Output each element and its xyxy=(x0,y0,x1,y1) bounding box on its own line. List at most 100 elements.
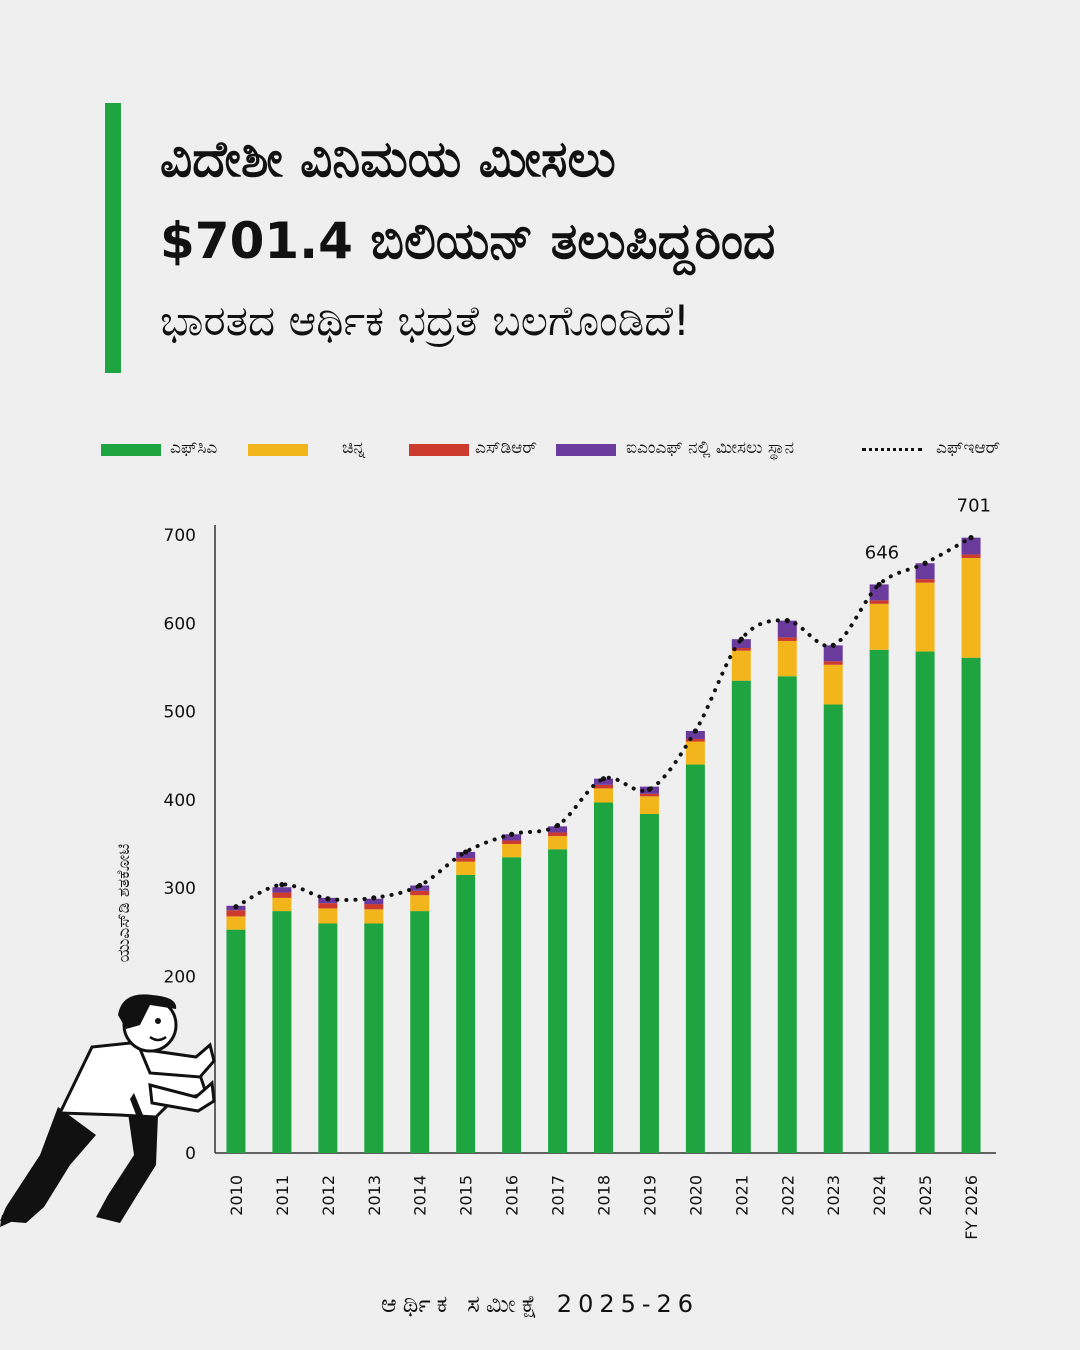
legend-label-gold: ಚಿನ್ನ xyxy=(342,438,366,458)
bar-segment-gold xyxy=(915,582,935,652)
x-tick-label: 2022 xyxy=(778,1175,797,1216)
bar-segment-imf xyxy=(823,645,843,662)
bar-segment-sdr xyxy=(548,832,568,837)
bar-segment-gold xyxy=(639,796,659,814)
fer-point xyxy=(968,535,974,541)
x-tick-label: 2024 xyxy=(870,1175,889,1216)
x-tick-label: 2018 xyxy=(595,1175,614,1216)
bar-segment-gold xyxy=(823,664,843,705)
bar-segment-gold xyxy=(364,909,384,924)
bar-segment-imf xyxy=(272,887,292,893)
bar-segment-fca xyxy=(272,911,292,1153)
fer-point xyxy=(463,849,469,855)
bar-segment-fca xyxy=(226,929,246,1153)
x-tick-label: 2025 xyxy=(916,1175,935,1216)
bar-segment-gold xyxy=(869,603,889,650)
bar-segment-gold xyxy=(961,557,981,658)
bar-segment-sdr xyxy=(410,890,430,896)
bar-segment-fca xyxy=(548,849,568,1153)
title-line-2: $701.4 ಬಿಲಿಯನ್ ತಲುಪಿದ್ದರಿಂದ xyxy=(160,212,776,270)
y-tick-label: 0 xyxy=(185,1144,196,1164)
bar-segment-imf xyxy=(548,826,568,833)
bar-segment-gold xyxy=(594,788,613,803)
bar-segment-imf xyxy=(777,620,797,638)
legend-swatch-imf xyxy=(556,444,616,456)
annotation-label: 701 xyxy=(957,496,991,517)
legend-label-imf: ಐಎಂಎಫ್ ನಲ್ಲಿ ಮೀಸಲು ಸ್ಥಾನ xyxy=(626,438,795,458)
bar-segment-fca xyxy=(639,813,659,1153)
fer-point xyxy=(692,728,698,734)
fer-point xyxy=(279,882,285,888)
accent-bar xyxy=(105,103,121,373)
legend-label-fer: ಎಫ್‌ಇಆರ್ xyxy=(936,438,1001,458)
bar-segment-sdr xyxy=(364,904,384,910)
bar-segment-imf xyxy=(731,639,751,649)
stacked-bars xyxy=(226,537,981,1153)
bar-segment-imf xyxy=(502,834,522,841)
legend-swatch-sdr xyxy=(409,444,469,456)
y-axis-label: ಯುಎಸ್‌ಡಿ ಶತಕೋಟಿ xyxy=(114,844,134,963)
bar-segment-sdr xyxy=(961,554,981,558)
legend-label-sdr: ಎಸ್‌ಡಿಆರ್ xyxy=(475,438,537,458)
x-tick-label: 2023 xyxy=(824,1175,843,1216)
bar-segment-sdr xyxy=(823,661,843,665)
bar-segment-gold xyxy=(226,916,246,930)
fer-point xyxy=(784,618,790,624)
fer-point xyxy=(371,895,377,901)
x-tick-label: 2010 xyxy=(227,1175,246,1216)
bar-segment-gold xyxy=(777,640,797,677)
y-tick-label: 400 xyxy=(164,791,196,811)
x-tick-label: 2016 xyxy=(503,1175,522,1216)
bar-segment-gold xyxy=(410,895,430,912)
bar-segment-imf xyxy=(915,563,935,580)
fer-point xyxy=(922,560,928,566)
bar-segment-sdr xyxy=(594,784,613,789)
y-tick-label: 200 xyxy=(164,967,196,987)
bar-segment-gold xyxy=(731,650,751,681)
x-tick-label: 2011 xyxy=(273,1175,292,1216)
bar-segment-fca xyxy=(823,704,843,1153)
bar-segment-gold xyxy=(318,908,338,924)
bar-segment-fca xyxy=(410,911,430,1153)
title-line-3: ಭಾರತದ ಆರ್ಥಿಕ ಭದ್ರತೆ ಬಲಗೊಂಡಿದೆ! xyxy=(160,296,690,345)
fer-point xyxy=(233,904,239,910)
bar-segment-gold xyxy=(272,897,292,912)
pushing-man-illustration xyxy=(0,994,216,1227)
x-tick-label: 2017 xyxy=(549,1175,568,1216)
chart-legend: ಎಫ್‌ಸಿಎ ಚಿನ್ನ ಎಸ್‌ಡಿಆರ್ ಐಎಂಎಫ್ ನಲ್ಲಿ ಮೀಸ… xyxy=(0,435,1080,465)
y-tick-label: 600 xyxy=(164,614,196,634)
annotation-label: 646 xyxy=(865,542,899,563)
bar-segment-fca xyxy=(777,676,797,1153)
fer-point xyxy=(646,786,653,792)
legend-swatch-fer xyxy=(862,448,922,451)
fer-line xyxy=(233,535,974,910)
legend-label-fca: ಎಫ್‌ಸಿಎ xyxy=(170,438,218,458)
bar-segment-gold xyxy=(502,844,522,858)
bar-segment-gold xyxy=(456,861,476,875)
bar-segment-fca xyxy=(961,657,981,1153)
bar-segment-sdr xyxy=(456,858,476,862)
reserves-chart: ಯುಎಸ್‌ಡಿ ಶತಕೋಟಿ 0100200300400500600700 2… xyxy=(114,496,996,1240)
title-line-1: ವಿದೇಶೀ ವಿನಿಮಯ ಮೀಸಲು xyxy=(160,130,616,188)
bar-segment-sdr xyxy=(272,892,292,898)
bar-segment-sdr xyxy=(226,910,246,917)
bar-segment-gold xyxy=(685,741,705,765)
bar-segment-fca xyxy=(685,764,705,1153)
fer-point xyxy=(509,831,515,837)
fer-point xyxy=(417,882,423,889)
bar-segment-imf xyxy=(685,730,705,739)
bar-segment-sdr xyxy=(502,840,522,844)
x-tick-label: 2012 xyxy=(319,1175,338,1216)
bar-segment-sdr xyxy=(915,579,935,583)
legend-swatch-gold xyxy=(248,444,308,456)
y-tick-label: 500 xyxy=(164,703,196,723)
bar-segment-fca xyxy=(502,857,522,1153)
bar-segment-imf xyxy=(869,584,889,601)
x-tick-label: 2014 xyxy=(411,1175,430,1216)
x-tick-label: 2020 xyxy=(686,1175,705,1216)
bar-segment-sdr xyxy=(777,637,797,641)
bar-segment-imf xyxy=(364,898,384,905)
data-annotations: 646 701 xyxy=(865,496,991,564)
fer-point xyxy=(876,581,882,588)
x-tick-label: FY 2026 xyxy=(962,1175,981,1240)
